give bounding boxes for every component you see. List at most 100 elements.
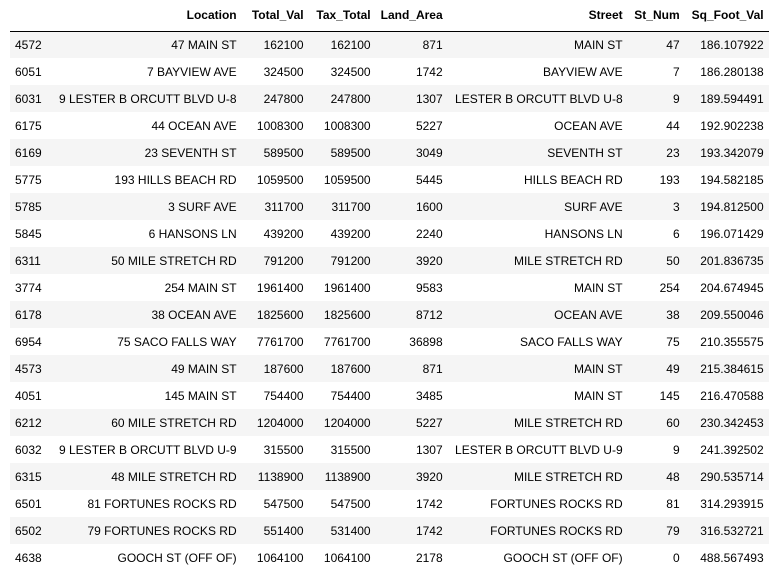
table-row: 5775 193 HILLS BEACH RD 1059500 1059500 5445… (10, 166, 769, 193)
column-header-location: Location (54, 0, 242, 32)
cell-total-val: 754400 (263, 388, 304, 403)
table-body: 4572 47 MAIN ST 162100 162100 871 MAIN ST 47 18… (10, 31, 769, 571)
cell-tax-total: 547500 (330, 496, 371, 511)
row-index: 5775 (15, 172, 42, 187)
cell-tax-total: 1064100 (323, 550, 371, 565)
cell-st-num: 47 (666, 37, 680, 52)
cell-total-val: 791200 (263, 253, 304, 268)
cell-tax-total: 324500 (330, 64, 371, 79)
table-row: 6178 38 OCEAN AVE 1825600 1825600 8712 OCEAN … (10, 301, 769, 328)
cell-total-val: 1961400 (256, 280, 304, 295)
row-index: 5785 (15, 199, 42, 214)
table-row: 6315 48 MILE STRETCH RD 1138900 1138900 3920… (10, 463, 769, 490)
index-header (10, 0, 54, 32)
cell-sq-foot-val: 196.071429 (700, 226, 764, 241)
cell-tax-total: 1204000 (323, 415, 371, 430)
cell-street: GOOCH ST (OFF OF) (503, 550, 623, 565)
cell-location: 3 SURF AVE (168, 199, 237, 214)
cell-st-num: 60 (666, 415, 680, 430)
cell-total-val: 1204000 (256, 415, 304, 430)
cell-st-num: 48 (666, 469, 680, 484)
table-row: 6501 81 FORTUNES ROCKS RD 547500 547500 1742… (10, 490, 769, 517)
column-header-st-num: St_Num (627, 0, 685, 32)
cell-total-val: 1825600 (256, 307, 304, 322)
cell-land-area: 1307 (415, 91, 443, 106)
cell-land-area: 1307 (415, 442, 443, 457)
cell-total-val: 1138900 (257, 469, 304, 484)
cell-sq-foot-val: 230.342453 (700, 415, 764, 430)
cell-sq-foot-val: 204.674945 (700, 280, 764, 295)
cell-tax-total: 589500 (330, 145, 371, 160)
column-header-land-area: Land_Area (375, 0, 448, 32)
cell-land-area: 1600 (415, 199, 443, 214)
cell-sq-foot-val: 314.293915 (700, 496, 764, 511)
row-index: 6051 (15, 64, 42, 79)
cell-street: MILE STRETCH RD (513, 253, 623, 268)
cell-street: MILE STRETCH RD (513, 415, 623, 430)
row-index: 4572 (15, 37, 42, 52)
cell-total-val: 551400 (263, 523, 304, 538)
cell-total-val: 1059500 (256, 172, 304, 187)
cell-total-val: 439200 (263, 226, 304, 241)
row-index: 6169 (15, 145, 42, 160)
cell-street: SURF AVE (564, 199, 623, 214)
cell-land-area: 2178 (415, 550, 443, 565)
cell-land-area: 8712 (415, 307, 443, 322)
cell-st-num: 50 (666, 253, 680, 268)
cell-location: 254 MAIN ST (164, 280, 237, 295)
cell-sq-foot-val: 194.582185 (700, 172, 764, 187)
row-index: 4051 (15, 388, 42, 403)
cell-sq-foot-val: 215.384615 (700, 361, 764, 376)
cell-location: 38 OCEAN AVE (151, 307, 237, 322)
cell-sq-foot-val: 189.594491 (700, 91, 764, 106)
cell-total-val: 187600 (263, 361, 304, 376)
cell-sq-foot-val: 488.567493 (700, 550, 764, 565)
cell-street: MILE STRETCH RD (513, 469, 623, 484)
table-row: 6031 9 LESTER B ORCUTT BLVD U-8 247800 2478… (10, 85, 769, 112)
cell-location: 9 LESTER B ORCUTT BLVD U-8 (59, 91, 237, 106)
row-index: 6501 (15, 496, 42, 511)
row-index: 6315 (15, 469, 42, 484)
cell-st-num: 38 (666, 307, 680, 322)
cell-land-area: 5227 (415, 415, 443, 430)
cell-st-num: 0 (672, 550, 680, 565)
column-header-street: Street (447, 0, 628, 32)
cell-st-num: 23 (666, 145, 680, 160)
cell-land-area: 5227 (415, 118, 443, 133)
cell-st-num: 3 (672, 199, 680, 214)
row-index: 6311 (15, 253, 41, 268)
cell-tax-total: 315500 (330, 442, 371, 457)
cell-location: GOOCH ST (OFF OF) (117, 550, 237, 565)
column-header-tax-total: Tax_Total (308, 0, 376, 32)
cell-location: 193 HILLS BEACH RD (114, 172, 237, 187)
table-row: 6169 23 SEVENTH ST 589500 589500 3049 SEVENTH… (10, 139, 769, 166)
table-row: 6502 79 FORTUNES ROCKS RD 551400 531400 1742… (10, 517, 769, 544)
table-row: 5785 3 SURF AVE 311700 311700 1600 SURF AVE 3 1… (10, 193, 769, 220)
cell-location: 47 MAIN ST (171, 37, 237, 52)
cell-land-area: 9583 (415, 280, 443, 295)
cell-st-num: 79 (666, 523, 680, 538)
cell-total-val: 589500 (263, 145, 304, 160)
cell-st-num: 75 (666, 334, 680, 349)
cell-tax-total: 439200 (330, 226, 371, 241)
cell-st-num: 6 (672, 226, 680, 241)
cell-st-num: 49 (666, 361, 680, 376)
table-row: 4638 GOOCH ST (OFF OF) 1064100 1064100 2178 G… (10, 544, 769, 571)
table-row: 6032 9 LESTER B ORCUTT BLVD U-9 315500 3155… (10, 436, 769, 463)
cell-street: MAIN ST (573, 388, 623, 403)
row-index: 6212 (15, 415, 42, 430)
cell-location: 49 MAIN ST (171, 361, 237, 376)
cell-total-val: 7761700 (256, 334, 304, 349)
cell-location: 7 BAYVIEW AVE (147, 64, 237, 79)
cell-street: FORTUNES ROCKS RD (490, 496, 623, 511)
cell-sq-foot-val: 194.812500 (700, 199, 764, 214)
cell-location: 50 MILE STRETCH RD (111, 253, 237, 268)
row-index: 6032 (15, 442, 42, 457)
cell-sq-foot-val: 193.342079 (700, 145, 764, 160)
cell-total-val: 162100 (263, 37, 304, 52)
cell-street: SEVENTH ST (547, 145, 623, 160)
column-header-sq-foot-val: Sq_Foot_Val (684, 0, 769, 32)
cell-location: 60 MILE STRETCH RD (111, 415, 237, 430)
cell-tax-total: 1961400 (323, 280, 371, 295)
cell-location: 23 SEVENTH ST (144, 145, 237, 160)
